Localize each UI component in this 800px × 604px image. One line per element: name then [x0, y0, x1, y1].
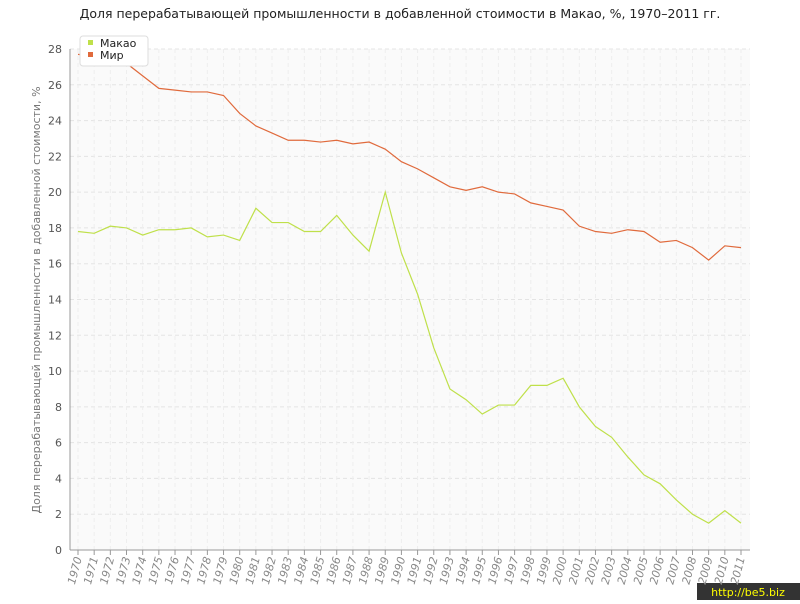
- watermark: http://be5.biz: [711, 586, 785, 599]
- series-line: [77, 53, 742, 261]
- y-tick-label: 16: [48, 258, 62, 271]
- series-line: [77, 189, 742, 524]
- legend-swatch: [88, 40, 93, 45]
- y-axis-label: Доля перерабатывающей промышленности в д…: [30, 86, 43, 513]
- y-tick-label: 18: [48, 222, 62, 235]
- y-tick-label: 20: [48, 186, 62, 199]
- y-tick-label: 26: [48, 79, 62, 92]
- legend-label: Мир: [100, 49, 124, 62]
- y-tick-label: 4: [55, 472, 62, 485]
- y-tick-label: 10: [48, 365, 62, 378]
- legend-label: Макао: [100, 37, 137, 50]
- watermark-bg: [697, 583, 800, 600]
- y-tick-label: 12: [48, 329, 62, 342]
- y-tick-label: 2: [55, 508, 62, 521]
- y-tick-label: 22: [48, 150, 62, 163]
- y-tick-label: 14: [48, 294, 62, 307]
- y-tick-label: 28: [48, 43, 62, 56]
- y-tick-label: 8: [55, 401, 62, 414]
- legend-swatch: [88, 52, 93, 57]
- y-tick-label: 6: [55, 437, 62, 450]
- legend-box: [79, 35, 149, 67]
- y-tick-label: 0: [55, 544, 62, 557]
- y-tick-label: 24: [48, 115, 62, 128]
- chart-title: Доля перерабатывающей промышленности в д…: [80, 6, 721, 21]
